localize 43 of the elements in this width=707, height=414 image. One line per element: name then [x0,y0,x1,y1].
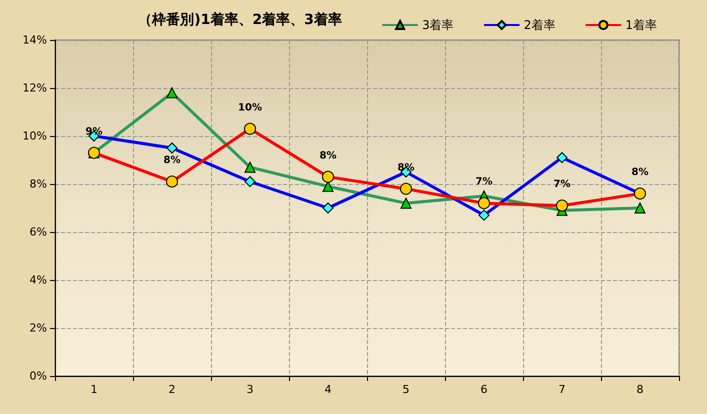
legend-label: 2着率 [524,18,556,32]
y-tick-label: 6% [30,226,47,238]
x-tick-label: 1 [90,383,98,396]
x-tick-label: 8 [636,383,644,396]
y-tick-label: 12% [22,82,47,94]
y-tick-label: 2% [30,322,47,334]
y-tick-label: 14% [22,34,47,46]
point [556,200,568,212]
point [322,170,334,183]
point [166,142,178,154]
point [478,197,490,210]
y-tick-label: 0% [30,370,47,382]
point [244,162,256,173]
point [244,176,256,188]
data-label: 8% [398,162,414,174]
data-label: 8% [632,167,648,178]
data-label: 10% [238,102,262,114]
y-tick-label: 4% [30,274,47,286]
y-tick-label: 10% [22,130,47,142]
x-tick-label: 5 [402,383,410,396]
data-label: 8% [164,155,180,166]
data-label: 9% [86,126,102,138]
x-tick-label: 7 [558,383,566,396]
point [478,210,490,221]
point [556,152,568,164]
point [166,87,178,98]
legend-label: 1着率 [625,18,658,32]
data-label: 7% [476,176,492,188]
x-tick-label: 6 [480,383,488,396]
x-tick-label: 2 [168,383,176,396]
data-label: 7% [554,179,570,190]
x-tick-label: 4 [324,383,332,396]
point [322,202,334,214]
point [634,202,646,214]
point [400,198,412,209]
y-tick-label: 8% [30,178,47,190]
x-tick-label: 3 [246,383,254,396]
point [244,122,256,135]
legend-label: 3着率 [422,18,454,32]
point [166,176,178,188]
chart-title: （枠番別)1着率、2着率、3着率 [138,11,342,28]
point [400,182,412,195]
data-label: 8% [320,150,336,162]
